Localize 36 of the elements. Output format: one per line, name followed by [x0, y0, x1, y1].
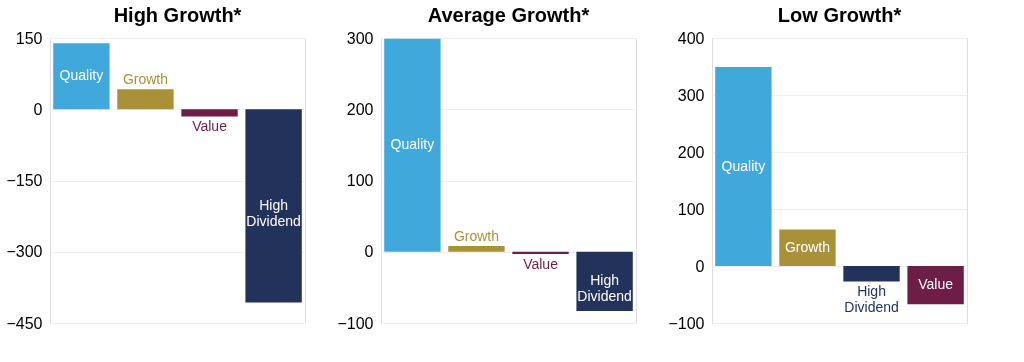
y-tick-label: 150 [15, 29, 43, 47]
y-tick-label: −100 [337, 314, 374, 332]
y-tick-label: 0 [364, 243, 374, 261]
category-label: Value [192, 118, 227, 135]
category-label: Quality [59, 67, 104, 84]
y-tick-label: 200 [346, 100, 374, 118]
bar [53, 43, 110, 110]
x-tick-label: High Dividend [577, 272, 632, 305]
bar [384, 38, 441, 252]
x-tick-label: High Dividend [844, 283, 899, 316]
y-tick-label: 100 [677, 200, 705, 218]
y-tick-label: 300 [677, 86, 705, 104]
bar [715, 67, 772, 266]
chart-title: High Growth* [113, 4, 242, 26]
bar [448, 246, 505, 252]
y-tick-label: −150 [6, 172, 43, 189]
bar [907, 266, 964, 305]
chart-title: Average Growth* [427, 4, 590, 26]
category-label: Growth [122, 71, 169, 88]
y-tick-label: 400 [677, 29, 705, 47]
chart-title: Low Growth* [777, 4, 902, 26]
y-tick-label: 300 [346, 29, 374, 47]
y-tick-label: 0 [695, 257, 705, 275]
y-tick-label: −300 [6, 243, 43, 261]
y-tick-label: 200 [677, 143, 705, 161]
bar [181, 109, 238, 117]
y-tick-label: −450 [6, 314, 43, 332]
y-tick-label: 0 [33, 100, 43, 118]
bar [117, 89, 174, 110]
category-label: High Dividend [246, 196, 301, 229]
bar [512, 251, 569, 254]
bar [843, 266, 900, 282]
y-tick-label: 100 [346, 172, 374, 189]
bar [245, 109, 302, 303]
y-tick-label: −100 [668, 314, 705, 332]
x-tick-label: Value [918, 276, 954, 293]
